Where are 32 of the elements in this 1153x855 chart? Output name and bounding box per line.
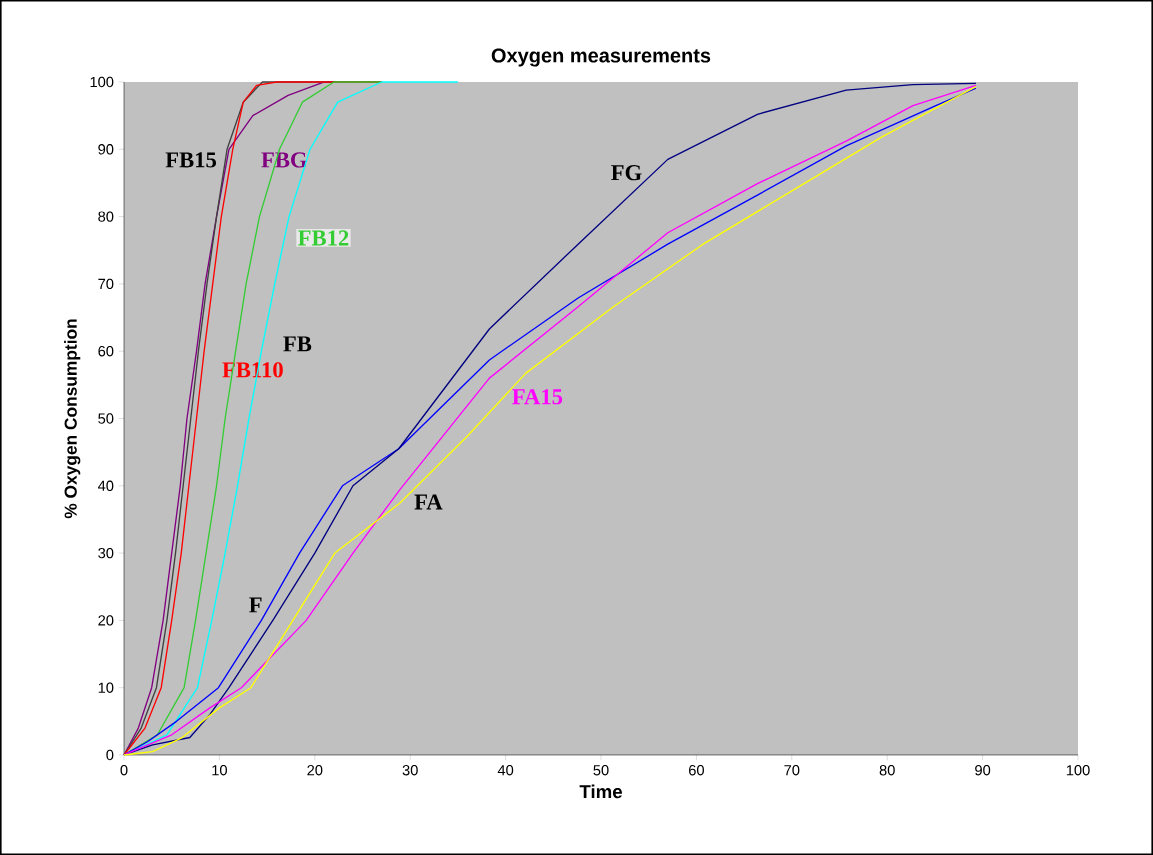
x-tick-label: 80: [879, 765, 895, 776]
x-tick-label: 40: [497, 765, 514, 776]
series-label: FA15: [512, 389, 563, 405]
y-tick-label: 100: [90, 76, 114, 88]
y-tick-label: 20: [98, 615, 114, 626]
y-tick-label: 90: [98, 144, 114, 155]
series-label: FB15: [165, 152, 217, 168]
x-tick-label: 10: [212, 765, 227, 776]
x-tick-label: 100: [1066, 765, 1090, 776]
x-tick-label: 0: [120, 765, 128, 776]
y-tick-label: 30: [98, 547, 114, 559]
y-tick-label: 50: [98, 413, 114, 424]
series-label: FB: [283, 336, 312, 352]
series-label: FA: [414, 494, 443, 510]
series-label: FB12: [298, 230, 349, 246]
y-axis-title: % Oxygen Consumption: [64, 319, 81, 519]
x-tick-label: 20: [307, 765, 323, 776]
series-label: FG: [611, 165, 642, 181]
y-tick-label: 0: [106, 749, 114, 761]
x-tick-label: 50: [593, 765, 609, 776]
x-tick-label: 60: [689, 765, 704, 776]
x-axis-title: Time: [579, 784, 622, 799]
y-tick-label: 10: [98, 682, 114, 693]
x-tick-label: 70: [784, 765, 800, 776]
chart-title: Oxygen measurements: [491, 48, 711, 67]
y-tick-label: 60: [98, 346, 114, 357]
y-tick-label: 80: [98, 211, 114, 222]
x-tick-label: 90: [975, 765, 991, 776]
x-tick-label: 30: [402, 765, 418, 776]
series-label: F: [249, 597, 262, 613]
y-tick-label: 70: [98, 278, 114, 290]
y-tick-label: 40: [97, 480, 114, 491]
